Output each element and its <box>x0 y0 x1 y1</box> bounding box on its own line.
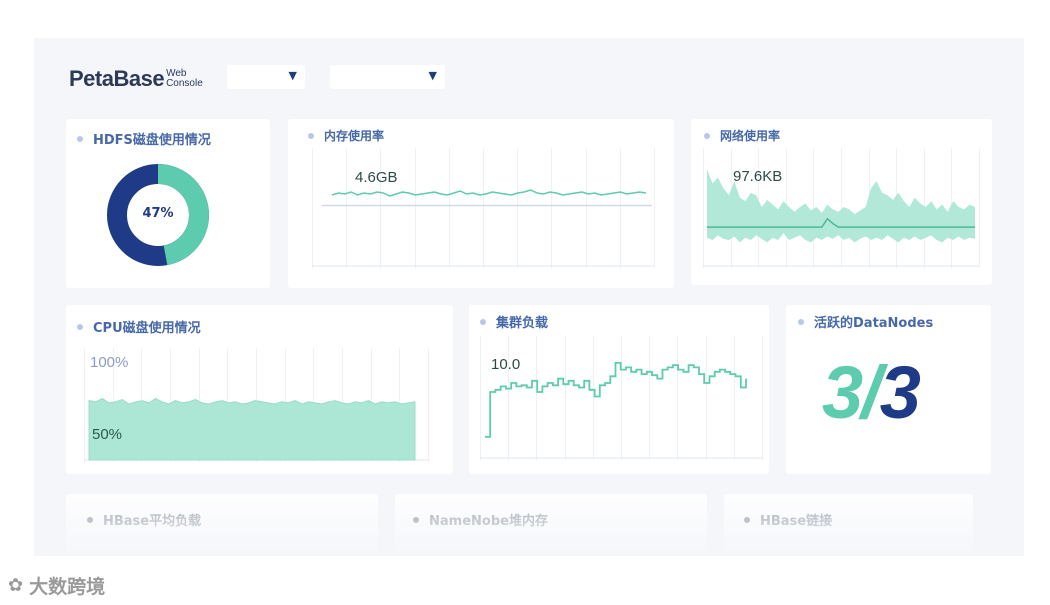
hdfs-card-title: HDFS磁盘使用情况 <box>77 129 211 148</box>
cluster-value: 10.0 <box>491 356 521 373</box>
app-logo: PetaBase Web Console <box>69 66 203 92</box>
bullet-dot-icon <box>77 135 83 142</box>
memory-card <box>288 119 674 288</box>
logo-sub-top: Web <box>166 68 187 79</box>
watermark-logo-icon: ✿ <box>8 575 24 596</box>
datanodes-title-text: 活跃的DataNodes <box>814 316 934 331</box>
hbase-load-title: HBase平均负载 <box>87 510 201 529</box>
cpu-top-label: 100% <box>90 354 129 371</box>
cpu-area <box>88 397 416 461</box>
memory-title-text: 内存使用率 <box>324 129 385 143</box>
watermark: ✿ 大数跨境 <box>8 572 105 599</box>
cluster-step-chart <box>480 336 763 460</box>
memory-line-chart <box>312 148 655 268</box>
hbase-links-title: HBase链接 <box>744 510 832 529</box>
hbase-load-title-text: HBase平均负载 <box>103 514 202 529</box>
logo-sub-bottom: Console <box>166 78 203 89</box>
active-count: 3 <box>822 351 863 434</box>
donut-used-segment <box>107 164 209 266</box>
memory-series-line <box>331 189 647 197</box>
hdfs-title-text: HDFS磁盘使用情况 <box>93 133 211 148</box>
network-line <box>707 217 975 228</box>
logo-main-text: PetaBase <box>69 66 165 91</box>
cluster-step-line <box>485 362 747 438</box>
cluster-card-title: 集群负载 <box>480 312 548 331</box>
cluster-card <box>469 305 769 474</box>
network-value: 97.6KB <box>733 168 783 185</box>
network-card-title: 网络使用率 <box>704 127 780 144</box>
bullet-dot-icon <box>413 516 419 523</box>
memory-value: 4.6GB <box>355 169 398 186</box>
bullet-dot-icon <box>308 132 314 139</box>
cpu-title-text: CPU磁盘使用情况 <box>93 321 201 336</box>
datanodes-ratio: 3/3 <box>822 350 921 435</box>
cluster-title-text: 集群负载 <box>496 316 549 331</box>
bullet-dot-icon <box>798 318 804 325</box>
bullet-dot-icon <box>87 516 93 523</box>
cpu-card-title: CPU磁盘使用情况 <box>77 317 201 336</box>
filter-select-2[interactable]: ▼ <box>330 65 445 89</box>
cpu-area-chart <box>84 348 429 462</box>
chevron-down-icon[interactable]: ▼ <box>428 69 437 82</box>
cpu-bottom-label: 50% <box>92 426 123 443</box>
logo-sub-text: Web Console <box>166 69 203 89</box>
hdfs-donut-chart <box>107 164 209 266</box>
datanodes-card <box>786 305 991 474</box>
chevron-down-icon[interactable]: ▼ <box>288 69 297 82</box>
filter-select-1[interactable]: ▼ <box>227 65 305 89</box>
total-count: 3 <box>879 351 921 434</box>
network-title-text: 网络使用率 <box>720 129 781 143</box>
datanodes-card-title: 活跃的DataNodes <box>798 312 933 331</box>
memory-card-title: 内存使用率 <box>308 127 384 144</box>
ratio-slash: / <box>861 351 882 434</box>
namenode-title: NameNobe堆内存 <box>413 510 548 529</box>
watermark-text: 大数跨境 <box>29 576 106 598</box>
bullet-dot-icon <box>77 323 83 330</box>
bullet-dot-icon <box>704 132 710 139</box>
hdfs-percent-label: 47% <box>142 206 174 221</box>
bullet-dot-icon <box>480 318 486 325</box>
dashboard-background <box>34 38 1024 556</box>
bullet-dot-icon <box>744 516 750 523</box>
namenode-title-text: NameNobe堆内存 <box>429 514 548 529</box>
hbase-links-title-text: HBase链接 <box>760 514 833 529</box>
network-area-chart <box>703 148 980 268</box>
network-band-area <box>707 169 975 243</box>
